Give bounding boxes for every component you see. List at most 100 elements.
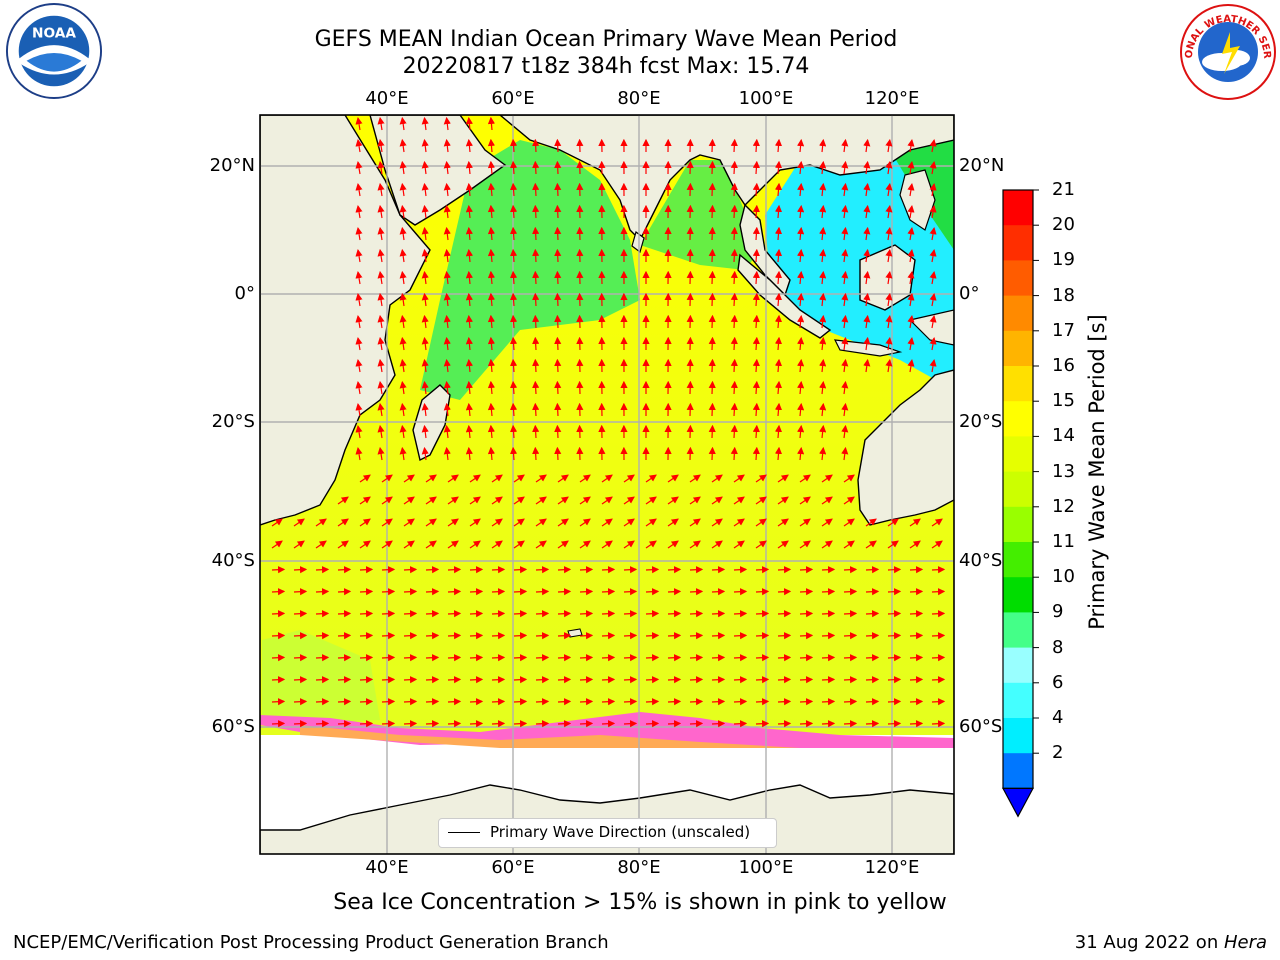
wave-arrow: [535, 676, 550, 684]
wave-arrow: [931, 720, 946, 728]
colorbar-segment: [1003, 718, 1033, 754]
wave-arrow: [841, 446, 849, 461]
wave-arrow: [271, 588, 286, 596]
wave-arrow: [841, 292, 849, 307]
wave-arrow: [863, 358, 871, 373]
wave-arrow: [885, 138, 893, 153]
wave-arrow: [777, 654, 792, 662]
wave-arrow: [909, 518, 921, 527]
wave-arrow: [819, 402, 827, 417]
wave-arrow: [819, 292, 827, 307]
wave-arrow: [645, 588, 660, 596]
wave-arrow: [491, 698, 506, 706]
wave-arrow: [819, 358, 827, 373]
wave-arrow: [821, 474, 833, 483]
wave-arrow: [774, 270, 783, 285]
wave-arrow: [465, 314, 473, 329]
wave-arrow: [733, 720, 748, 728]
wave-arrow: [752, 380, 760, 395]
wave-arrow: [887, 566, 902, 574]
wave-arrow: [381, 566, 396, 574]
wave-arrow: [708, 160, 716, 175]
wave-arrow: [579, 632, 594, 640]
wave-arrow: [421, 292, 429, 307]
wave-arrow: [730, 292, 738, 307]
wave-arrow: [752, 138, 760, 153]
wave-arrow: [623, 496, 635, 505]
wave-arrow: [929, 315, 937, 329]
wave-arrow: [377, 138, 385, 153]
wave-arrow: [381, 610, 396, 618]
wave-arrow: [819, 446, 827, 461]
left-lat-label: 0°: [234, 283, 255, 304]
top-lon-label: 100°E: [738, 88, 794, 109]
wave-arrow: [907, 315, 915, 329]
wave-arrow: [841, 226, 849, 241]
wave-arrow: [841, 336, 849, 351]
wave-arrow: [733, 698, 748, 706]
wave-arrow: [777, 676, 792, 684]
wave-arrow: [403, 676, 418, 684]
colorbar-tick-label: 20: [1052, 214, 1075, 236]
wave-arrow: [689, 632, 704, 640]
wave-arrow: [821, 676, 836, 684]
wave-arrow: [532, 424, 540, 439]
wave-arrow: [337, 676, 352, 684]
wave-arrow: [579, 676, 594, 684]
wave-arrow: [377, 314, 385, 329]
wave-arrow: [443, 204, 451, 219]
left-lat-label: 40°S: [211, 550, 255, 571]
wave-arrow: [403, 540, 415, 549]
wave-arrow: [535, 566, 550, 574]
wave-arrow: [465, 292, 473, 307]
wave-arrow: [885, 270, 893, 285]
wave-arrow: [931, 676, 946, 684]
wave-arrow: [909, 588, 924, 596]
sea-ice-edge: [260, 712, 954, 758]
wave-arrow: [821, 588, 836, 596]
wave-arrow: [377, 182, 385, 197]
wave-arrow: [733, 474, 745, 483]
footer-date-text: 31 Aug 2022 on: [1074, 932, 1224, 953]
wave-arrow: [929, 161, 937, 175]
wave-arrow: [271, 676, 286, 684]
wave-arrow: [315, 654, 330, 662]
wave-arrow: [469, 588, 484, 596]
wave-arrow: [443, 314, 451, 329]
wave-arrow: [708, 314, 716, 329]
wave-arrow: [359, 540, 371, 549]
wave-arrow: [491, 496, 503, 505]
wave-arrow: [841, 424, 849, 439]
wave-arrow: [399, 204, 407, 219]
wave-arrow: [797, 446, 805, 461]
wave-arrow: [708, 270, 716, 285]
wave-arrow: [887, 720, 902, 728]
wave-arrow: [689, 496, 701, 505]
wave-arrow: [865, 588, 880, 596]
national-weather-service-logo: NATIONAL WEATHER SERVICE: [1174, 0, 1278, 106]
wave-arrow: [708, 336, 716, 351]
wave-arrow: [730, 270, 738, 285]
colorbar-tick-label: 9: [1052, 601, 1064, 623]
wave-arrow: [355, 447, 363, 461]
wave-arrow: [509, 204, 518, 219]
wave-arrow: [909, 610, 924, 618]
wave-arrow: [315, 566, 330, 574]
wave-arrow: [931, 610, 946, 618]
wave-arrow: [799, 676, 814, 684]
wave-arrow: [532, 270, 540, 285]
wave-arrow: [623, 654, 638, 662]
wave-arrow: [399, 358, 407, 373]
wave-arrow: [355, 139, 363, 153]
wave-arrow: [689, 610, 704, 618]
wave-arrow: [755, 698, 770, 706]
wave-arrow: [377, 248, 385, 263]
wave-arrow: [293, 588, 308, 596]
wave-arrow: [465, 402, 473, 417]
wave-arrow: [557, 610, 572, 618]
wave-arrow: [509, 314, 518, 329]
wave-arrow: [425, 496, 437, 505]
wave-arrow: [447, 698, 462, 706]
wave-arrow: [557, 654, 572, 662]
wave-arrow: [421, 358, 429, 373]
